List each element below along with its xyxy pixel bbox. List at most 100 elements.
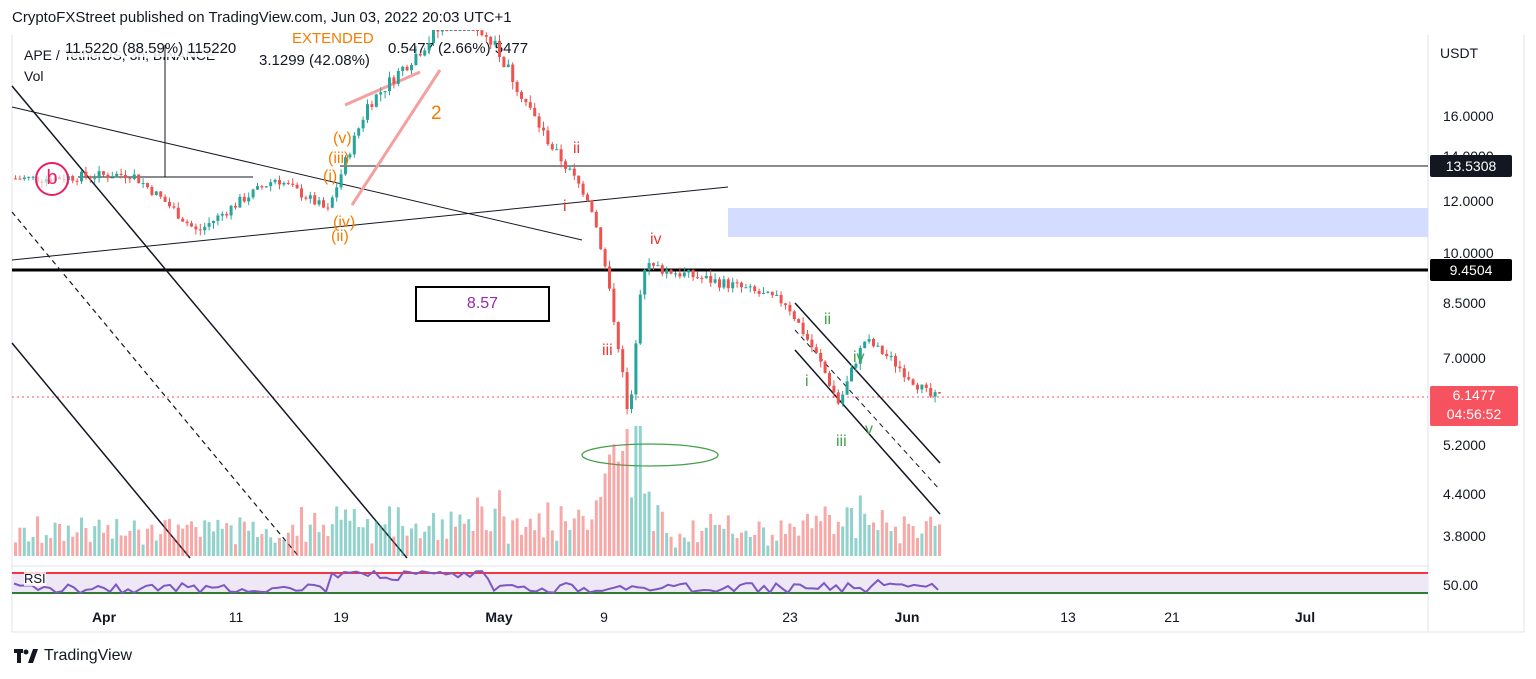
- volume-bar: [44, 535, 48, 556]
- date-tick: May: [485, 609, 513, 625]
- volume-bar: [550, 530, 554, 556]
- candle-body: [392, 77, 396, 84]
- volume-bar: [220, 528, 224, 556]
- volume-bar: [779, 520, 783, 556]
- candle-body: [678, 273, 682, 277]
- candle-body: [18, 178, 22, 180]
- volume-bar: [449, 511, 453, 556]
- volume-bar: [476, 497, 479, 556]
- candle-body: [594, 211, 598, 228]
- target-value-box: 8.57: [415, 286, 550, 322]
- volume-bar: [14, 542, 17, 556]
- measure-readout-left: 11.5220 (88.59%) 115220: [62, 40, 240, 57]
- volume-bar: [608, 454, 611, 556]
- volume-bar: [594, 500, 598, 556]
- candle-body: [828, 373, 831, 386]
- candle-body: [278, 179, 281, 185]
- candle-body: [361, 119, 365, 129]
- wave-label-orange: (ii): [331, 228, 349, 245]
- volume-bar: [260, 534, 264, 556]
- volume-bar: [436, 540, 440, 556]
- volume-bar: [480, 506, 484, 556]
- date-tick: Jun: [894, 609, 920, 625]
- volume-bar: [102, 532, 105, 556]
- volume-bar: [238, 517, 242, 556]
- candle-body: [410, 65, 413, 71]
- volume-bar: [568, 529, 572, 556]
- volume-bar: [506, 543, 510, 556]
- candle-body: [850, 367, 853, 382]
- candle-body: [251, 189, 255, 198]
- volume-bar: [335, 506, 339, 556]
- candle-body: [119, 173, 123, 175]
- level-tag-mid: 9.4504: [1430, 259, 1512, 281]
- volume-bar: [326, 535, 330, 556]
- volume-bar: [295, 535, 299, 556]
- candle-body: [911, 379, 915, 385]
- tradingview-brand[interactable]: TradingView: [14, 647, 132, 665]
- last-price-value: 6.1477: [1452, 387, 1496, 403]
- candle-body: [172, 206, 176, 208]
- volume-bar: [735, 538, 739, 556]
- volume-bar: [370, 543, 374, 556]
- candle-body: [603, 249, 607, 267]
- candle-body: [150, 187, 154, 195]
- volume-bar: [836, 521, 840, 556]
- volume-bar: [414, 523, 418, 556]
- volume-bar: [770, 534, 774, 556]
- brand-name: TradingView: [44, 647, 133, 664]
- volume-bar: [493, 508, 497, 556]
- volume-bar: [572, 518, 576, 556]
- candle-body: [427, 43, 431, 51]
- volume-bar: [379, 525, 383, 556]
- volume-bar: [97, 519, 101, 556]
- resistance-zone: [728, 208, 1428, 237]
- date-tick: 21: [1164, 609, 1180, 625]
- wave-label-green: i: [805, 373, 809, 390]
- volume-bar: [427, 525, 431, 556]
- channel-mid: [794, 329, 941, 491]
- candle-body: [674, 273, 677, 275]
- candle-body: [247, 197, 251, 202]
- candle-body: [313, 195, 317, 205]
- volume-bar: [700, 531, 704, 556]
- candle-body: [660, 265, 664, 274]
- candle-body: [414, 53, 418, 66]
- volume-bar: [251, 521, 255, 556]
- volume-bar: [282, 539, 286, 556]
- volume-bar: [317, 532, 321, 556]
- volume-bar: [647, 491, 651, 556]
- candle-body: [744, 287, 748, 289]
- candle-body: [590, 200, 594, 212]
- volume-bar: [669, 536, 673, 556]
- candle-body: [203, 226, 207, 231]
- volume-bar: [810, 528, 814, 556]
- volume-bar: [762, 527, 765, 556]
- volume-bar: [625, 429, 629, 556]
- rsi-band: [12, 573, 1428, 593]
- volume-bar: [665, 532, 669, 556]
- candle-body: [238, 196, 242, 208]
- volume-bar: [841, 526, 845, 556]
- candle-body: [643, 269, 647, 295]
- publisher-line: CryptoFXStreet published on TradingView.…: [12, 9, 512, 26]
- trendline-triangle-top: [11, 106, 583, 241]
- candle-body: [291, 183, 295, 185]
- candle-body: [854, 363, 858, 368]
- candle-body: [401, 66, 405, 71]
- volume-bar: [269, 537, 273, 556]
- candle-body: [366, 104, 369, 120]
- wave-label-green: iv: [853, 349, 865, 366]
- volume-bar: [616, 461, 620, 556]
- candle-body: [832, 385, 836, 393]
- volume-bar: [445, 538, 449, 556]
- candle-body: [718, 279, 721, 288]
- volume-bar: [863, 513, 867, 556]
- candle-body: [625, 372, 629, 409]
- volume-bar: [454, 526, 457, 556]
- wave-label-green: ii: [824, 311, 832, 328]
- candle-body: [256, 186, 259, 190]
- candle-body: [146, 183, 149, 188]
- volume-bar: [71, 536, 75, 556]
